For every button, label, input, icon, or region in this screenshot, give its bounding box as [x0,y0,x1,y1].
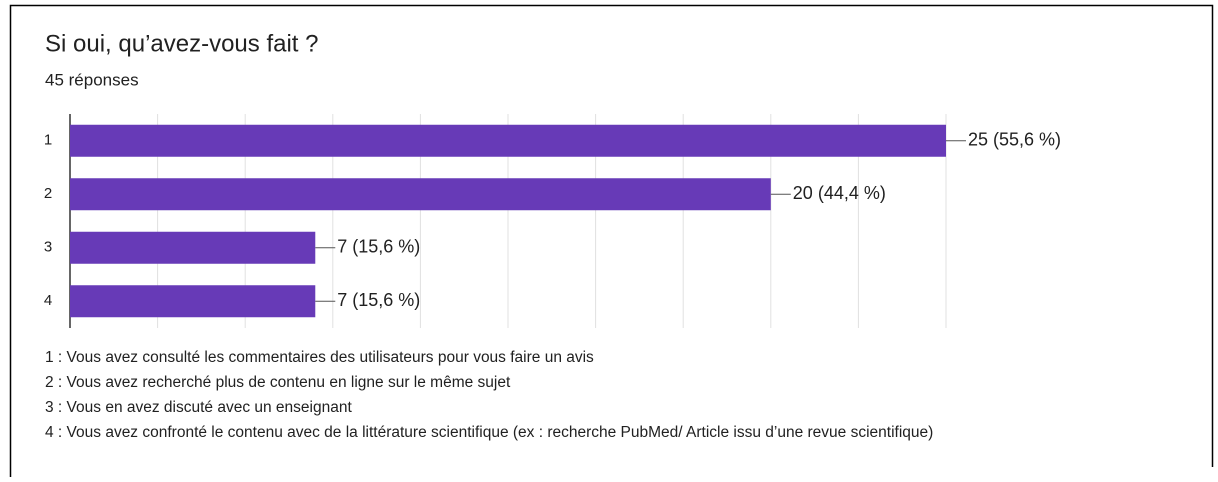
value-label: 7 (15,6 %) [337,290,420,310]
bar [70,231,316,264]
y-tick-label: 4 [44,292,52,309]
y-tick-label: 1 [44,132,52,149]
legend-note: 1 : Vous avez consulté les commentaires … [45,349,594,366]
bar [70,178,771,211]
value-label: 7 (15,6 %) [337,237,420,257]
y-tick-label: 3 [44,239,52,256]
y-tick-label: 2 [44,185,52,202]
value-label: 20 (44,4 %) [793,183,886,203]
chart-subtitle: 45 réponses [45,70,139,89]
bar [70,124,946,157]
chart-title: Si oui, qu’avez-vous fait ? [45,30,318,57]
bar [70,285,316,318]
legend-note: 2 : Vous avez recherché plus de contenu … [45,374,511,391]
value-label: 25 (55,6 %) [968,130,1061,150]
frame [9,4,1214,477]
legend-note: 4 : Vous avez confronté le contenu avec … [45,424,933,441]
legend-note: 3 : Vous en avez discuté avec un enseign… [45,399,352,416]
